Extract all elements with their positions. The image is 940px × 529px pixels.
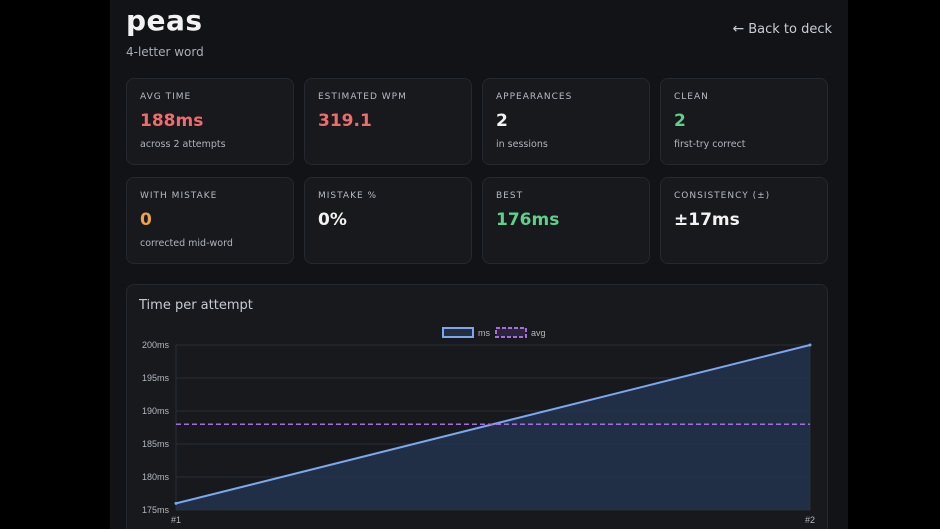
stat-label: ESTIMATED WPM: [318, 92, 407, 102]
data-point: [174, 501, 178, 505]
y-tick-label: 180ms: [142, 472, 170, 482]
stat-card-estimated-wpm: ESTIMATED WPM 319.1: [304, 78, 472, 165]
stat-card-best: BEST 176ms: [482, 177, 650, 264]
stat-label: CLEAN: [674, 92, 709, 102]
stat-value: ±17ms: [674, 210, 740, 230]
stat-label: BEST: [496, 191, 524, 201]
stat-note: in sessions: [496, 139, 548, 150]
legend-swatch-avg: [495, 327, 527, 338]
y-tick-label: 200ms: [142, 340, 170, 350]
stat-value: 188ms: [140, 111, 204, 131]
legend-label-avg: avg: [531, 328, 546, 338]
arrow-left-icon: ←: [732, 21, 745, 37]
stat-label: WITH MISTAKE: [140, 191, 218, 201]
x-tick-label: #2: [805, 515, 815, 525]
stat-value: 2: [496, 111, 508, 131]
stat-card-clean: CLEAN 2 first-try correct: [660, 78, 828, 165]
stat-label: AVG TIME: [140, 92, 192, 102]
y-tick-label: 195ms: [142, 373, 170, 383]
page-title: peas: [126, 4, 203, 37]
page-subtitle: 4-letter word: [126, 45, 204, 59]
stat-card-with-mistake: WITH MISTAKE 0 corrected mid-word: [126, 177, 294, 264]
stat-value: 2: [674, 111, 686, 131]
stat-value: 0: [140, 210, 152, 230]
stat-value: 0%: [318, 210, 347, 230]
stat-note: corrected mid-word: [140, 238, 233, 249]
stat-note: across 2 attempts: [140, 139, 226, 150]
stat-card-consistency: CONSISTENCY (±) ±17ms: [660, 177, 828, 264]
back-to-deck-link[interactable]: ← Back to deck: [732, 21, 832, 37]
x-tick-label: #1: [171, 515, 181, 525]
time-per-attempt-chart: 175ms 180ms 185ms 190ms 195ms 200ms #1 #2 ms avg: [142, 327, 815, 525]
time-per-attempt-panel: Time per attempt 175ms 180ms 185ms 190ms 195…: [126, 284, 828, 529]
stat-card-mistake-percent: MISTAKE % 0%: [304, 177, 472, 264]
legend-label-ms: ms: [478, 328, 490, 338]
stat-label: CONSISTENCY (±): [674, 191, 771, 201]
stat-card-avg-time: AVG TIME 188ms across 2 attempts: [126, 78, 294, 165]
chart-title: Time per attempt: [139, 298, 253, 313]
stat-note: first-try correct: [674, 139, 746, 150]
data-point: [808, 343, 812, 347]
stat-card-appearances: APPEARANCES 2 in sessions: [482, 78, 650, 165]
legend-swatch-ms: [442, 327, 474, 338]
stat-value: 176ms: [496, 210, 560, 230]
stat-value: 319.1: [318, 111, 372, 131]
word-detail-page: peas 4-letter word ← Back to deck AVG TI…: [110, 0, 848, 529]
stats-grid: AVG TIME 188ms across 2 attempts ESTIMAT…: [126, 78, 828, 264]
stat-label: MISTAKE %: [318, 191, 378, 201]
series-area-ms: [176, 345, 810, 510]
stat-label: APPEARANCES: [496, 92, 573, 102]
y-tick-label: 175ms: [142, 505, 170, 515]
y-tick-label: 185ms: [142, 439, 170, 449]
back-to-deck-label: Back to deck: [748, 21, 832, 37]
y-tick-label: 190ms: [142, 406, 170, 416]
